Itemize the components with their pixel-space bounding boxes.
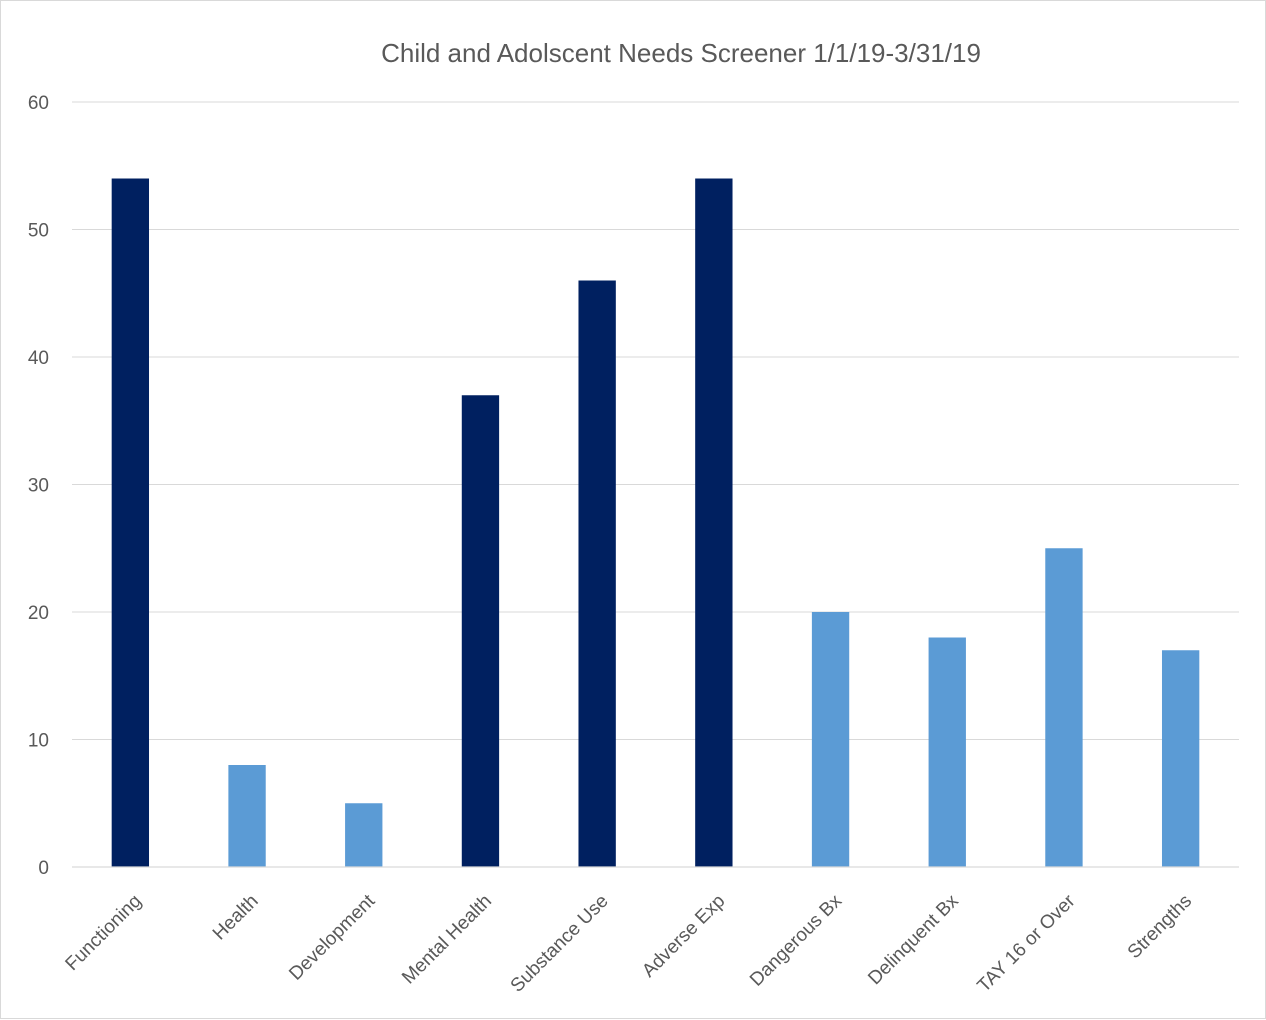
bar-tay-16-or-over: [1045, 548, 1083, 867]
category-label: Development: [285, 890, 380, 985]
bar-health: [228, 765, 266, 867]
y-axis-ticks: 0 10 20 30 40 50 60: [28, 93, 49, 879]
bar-strengths: [1161, 650, 1200, 867]
category-label: Mental Health: [398, 891, 496, 989]
y-tick-label: 20: [28, 603, 49, 624]
category-label: TAY 16 or Over: [974, 890, 1080, 996]
bar-mental-health: [461, 395, 500, 867]
gridlines: [72, 101, 1239, 740]
bar-delinquent-bx: [928, 637, 966, 867]
category-label: Strengths: [1124, 891, 1196, 963]
y-tick-label: 10: [28, 731, 49, 752]
category-label: Adverse Exp: [638, 891, 729, 982]
category-label: Health: [209, 891, 263, 945]
bar-dangerous-bx: [811, 612, 850, 867]
y-tick-label: 50: [28, 221, 49, 242]
category-label: Delinquent Bx: [864, 890, 963, 989]
category-label: Functioning: [62, 891, 146, 975]
bar-development: [345, 803, 383, 867]
bar-functioning: [111, 178, 150, 867]
bar-substance-use: [578, 280, 616, 867]
y-tick-label: 0: [38, 858, 49, 879]
chart-title: Child and Adolscent Needs Screener 1/1/1…: [381, 38, 981, 68]
y-tick-label: 60: [28, 93, 49, 114]
y-tick-label: 40: [28, 348, 49, 369]
bar-adverse-exp: [695, 178, 733, 867]
category-label: Substance Use: [507, 891, 613, 997]
y-tick-label: 30: [28, 476, 49, 497]
category-labels: Functioning Health Development Mental Healt…: [62, 890, 1197, 996]
bars: [111, 178, 1200, 867]
category-label: Dangerous Bx: [746, 890, 846, 990]
